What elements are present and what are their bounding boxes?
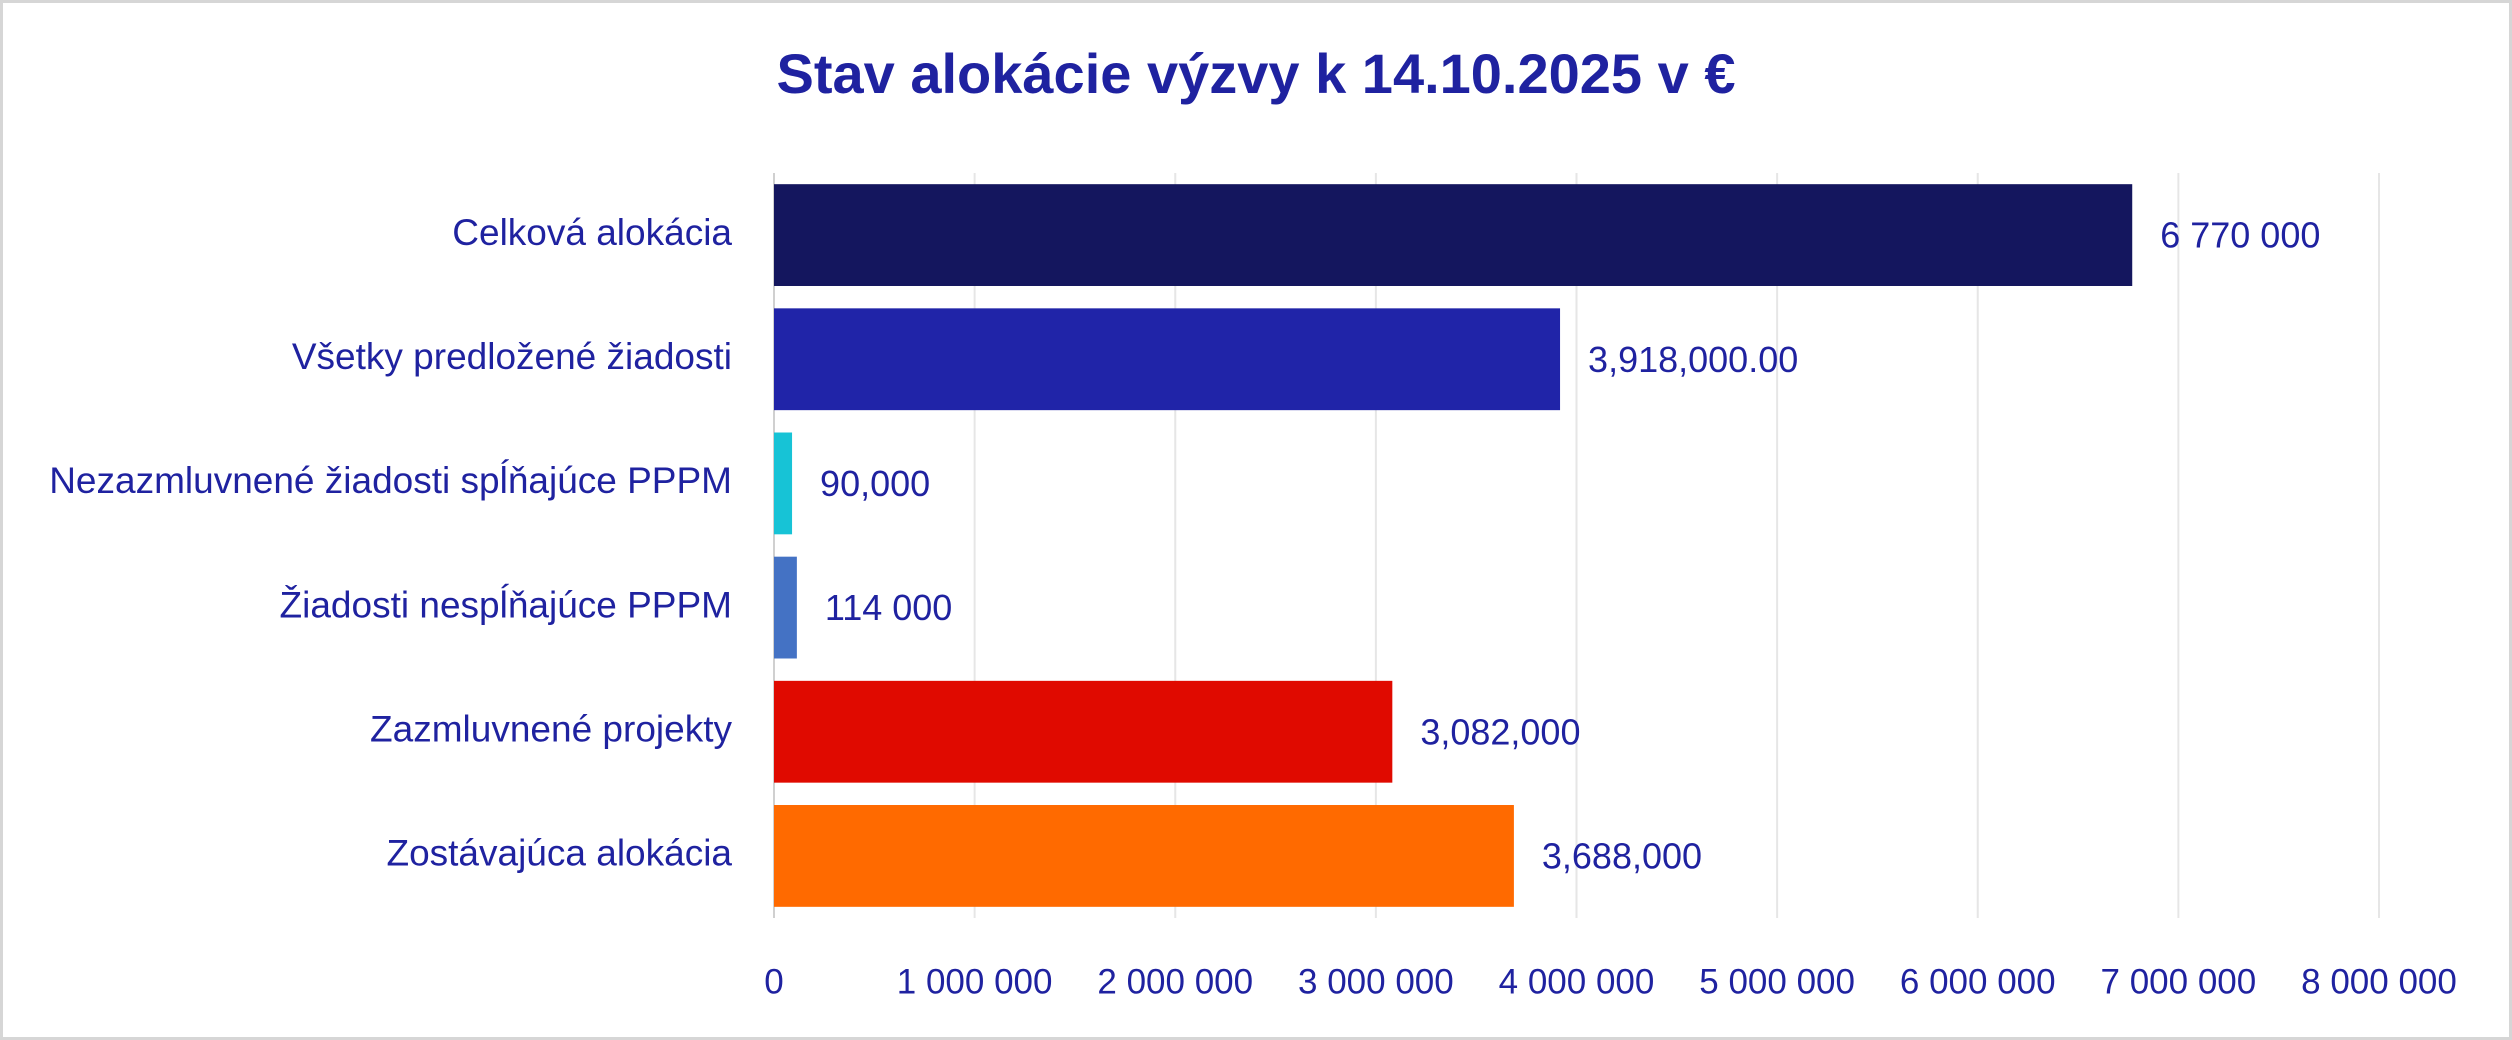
value-label: 114 000 <box>825 587 952 628</box>
value-label: 3,082,000 <box>1420 711 1580 752</box>
y-tick-label: Žiadosti nespĺňajúce PPPM <box>280 583 732 625</box>
x-tick-label: 8 000 000 <box>2301 962 2457 1001</box>
bar <box>774 184 2133 286</box>
x-tick-label: 4 000 000 <box>1499 962 1655 1001</box>
value-label: 3,918,000.00 <box>1588 339 1798 380</box>
x-tick-label: 0 <box>764 962 783 1001</box>
x-tick-label: 3 000 000 <box>1298 962 1454 1001</box>
bar <box>774 308 1561 411</box>
y-tick-label: Všetky predložené žiadosti <box>292 336 732 377</box>
y-tick-label: Celková alokácia <box>452 212 732 253</box>
x-tick-label: 5 000 000 <box>1699 962 1855 1001</box>
x-tick-label: 7 000 000 <box>2101 962 2257 1001</box>
y-tick-label: Zazmluvnené projekty <box>370 709 732 750</box>
x-tick-label: 1 000 000 <box>897 962 1053 1001</box>
bar <box>774 680 1393 783</box>
bar <box>774 432 793 535</box>
value-label: 6 770 000 <box>2160 215 2320 256</box>
value-label: 3,688,000 <box>1542 835 1702 876</box>
y-tick-label: Nezazmluvnené žiadosti spĺňajúce PPPM <box>49 459 732 501</box>
x-tick-label: 2 000 000 <box>1097 962 1253 1001</box>
bar <box>774 805 1514 907</box>
chart-title: Stav alokácie výzvy k 14.10.2025 v € <box>777 42 1736 105</box>
x-tick-label: 6 000 000 <box>1900 962 2056 1001</box>
y-tick-label: Zostávajúca alokácia <box>386 833 732 874</box>
bar <box>774 556 797 659</box>
value-label: 90,000 <box>820 463 930 504</box>
